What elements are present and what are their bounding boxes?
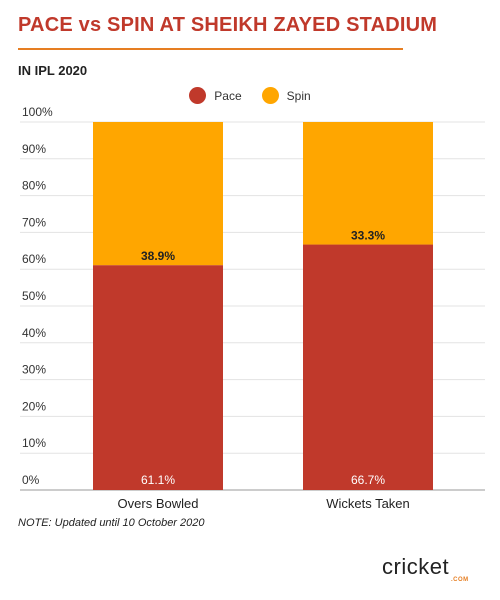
y-tick-label: 30% [22,363,46,377]
y-tick-label: 40% [22,326,46,340]
bar-spin-1 [93,122,223,266]
legend-item-pace: Pace [189,87,242,104]
legend-swatch-spin [261,87,279,104]
y-tick-label: 10% [22,436,46,450]
y-tick-label: 50% [22,289,46,303]
cricket-logo: cricket [382,554,450,579]
chart-title: PACE vs SPIN AT SHEIKH ZAYED STADIUM [18,14,438,36]
data-label-spin-1: 38.9% [141,249,175,263]
bar-spin-2 [303,122,433,245]
footnote: NOTE: Updated until 10 October 2020 [18,517,205,529]
y-tick-label: 0% [22,473,40,487]
y-tick-label: 20% [22,399,46,413]
data-label-pace-1: 61.1% [141,473,175,487]
y-tick-label: 80% [22,179,46,193]
y-tick-label: 100% [22,105,53,119]
legend-swatch-pace [189,87,207,104]
x-tick-label: Overs Bowled [118,496,199,511]
x-tick-label: Wickets Taken [326,496,410,511]
legend-item-spin: Spin [261,87,311,104]
logo-subtext: .COM [451,577,469,583]
bar-pace-1 [93,265,223,490]
data-label-spin-2: 33.3% [351,229,385,243]
data-label-pace-2: 66.7% [351,473,385,487]
y-tick-label: 60% [22,252,46,266]
legend: Pace Spin [0,87,500,104]
y-tick-label: 90% [22,142,46,156]
bar-pace-2 [303,244,433,490]
legend-label-spin: Spin [286,88,311,103]
legend-label-pace: Pace [214,88,242,103]
chart-subtitle: IN IPL 2020 [18,63,88,78]
y-tick-label: 70% [22,215,46,229]
title-underline [18,48,403,50]
